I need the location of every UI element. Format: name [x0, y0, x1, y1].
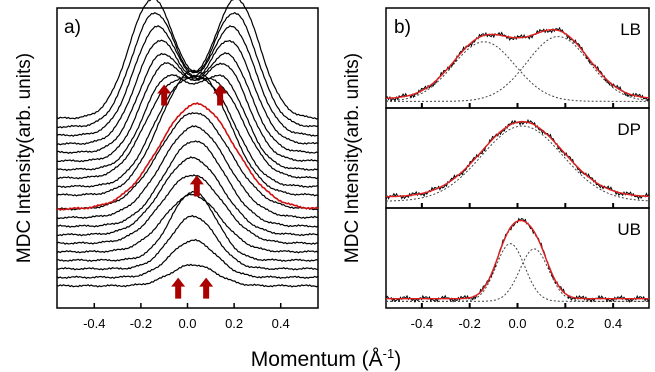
panel-a-curves [56, 0, 319, 288]
panel-b-x-ticks: -0.4 -0.2 0.0 0.2 0.4 [411, 316, 623, 331]
mdc-curve [56, 75, 319, 189]
x-axis-label-main: Momentum (Å [251, 348, 383, 371]
mdc-curve [56, 140, 319, 228]
panel-a-y-axis-label: MDC Intensity(arb. units) [14, 53, 35, 263]
subpanel-ub: UB [385, 207, 650, 309]
fit-total-curve [386, 120, 650, 198]
mdc-curve [56, 214, 319, 271]
mdc-curve [56, 125, 319, 220]
mdc-curve [56, 69, 319, 197]
arrow-marker [157, 84, 172, 106]
x-tick-label: 0.4 [272, 316, 290, 331]
panel-a-label: a) [64, 17, 81, 38]
mdc-curve [56, 238, 319, 280]
arrow-marker [199, 277, 214, 299]
panel-b: LB DP UB -0.4 -0.2 0.0 0.2 0.4 b) MDC Intensit… [342, 7, 650, 331]
fit-component-curve [386, 248, 649, 302]
mdc-curve [56, 0, 319, 120]
x-axis-label-close: ) [394, 348, 401, 371]
panel-b-label: b) [394, 17, 411, 38]
subpanel-label: DP [617, 120, 641, 139]
arrow-marker [213, 84, 228, 106]
mdc-curve [56, 11, 319, 129]
mdc-curve [56, 263, 319, 288]
fit-component-curve [385, 125, 650, 202]
x-tick-label: 0.0 [508, 316, 526, 331]
arrow-marker [171, 277, 186, 299]
panel-a: -0.4 -0.2 0.0 0.2 0.4 a) MDC Intensity(arb. … [14, 0, 319, 331]
subpanel-label: UB [617, 220, 641, 239]
fit-total-curve [386, 219, 649, 300]
x-tick-label: -0.4 [411, 316, 433, 331]
subpanel-lb: LB [385, 7, 650, 109]
mdc-curve [57, 111, 319, 211]
mdc-curve [56, 193, 319, 254]
fit-total-curve [386, 29, 650, 99]
x-axis-label-exponent: -1 [383, 346, 395, 361]
mdc-curve [57, 190, 319, 263]
mdc-curve [56, 39, 319, 146]
x-tick-label: 0.2 [225, 316, 243, 331]
x-axis-label: Momentum (Å-1) [251, 346, 401, 371]
mdc-data-curve [385, 118, 650, 200]
panel-a-x-ticks: -0.4 -0.2 0.0 0.2 0.4 [83, 303, 290, 331]
x-tick-label: -0.2 [130, 316, 152, 331]
panel-b-subpanels: LB DP UB [385, 7, 650, 309]
x-tick-label: 0.4 [604, 316, 622, 331]
panel-b-y-axis-label: MDC Intensity(arb. units) [342, 53, 363, 263]
panel-a-arrows [157, 84, 228, 299]
mdc-curve [56, 74, 319, 172]
subpanel-frame [385, 7, 650, 109]
fit-component-curve [386, 36, 650, 102]
x-tick-label: 0.0 [178, 316, 196, 331]
fit-component-curve [386, 243, 649, 302]
x-tick-label: 0.2 [556, 316, 574, 331]
mdc-data-curve [385, 217, 650, 304]
mdc-curve [56, 51, 319, 154]
mdc-curve [57, 156, 319, 237]
subpanel-label: LB [620, 20, 641, 39]
mdc-curve [56, 102, 319, 211]
fit-component-curve [385, 41, 649, 102]
mdc-curve [56, 25, 319, 137]
mdc-data-curve [386, 26, 650, 102]
subpanel-dp: DP [385, 107, 650, 209]
arrow-marker [189, 175, 204, 197]
mdc-curve [56, 174, 318, 245]
x-tick-label: -0.4 [83, 316, 105, 331]
x-tick-label: -0.2 [458, 316, 480, 331]
